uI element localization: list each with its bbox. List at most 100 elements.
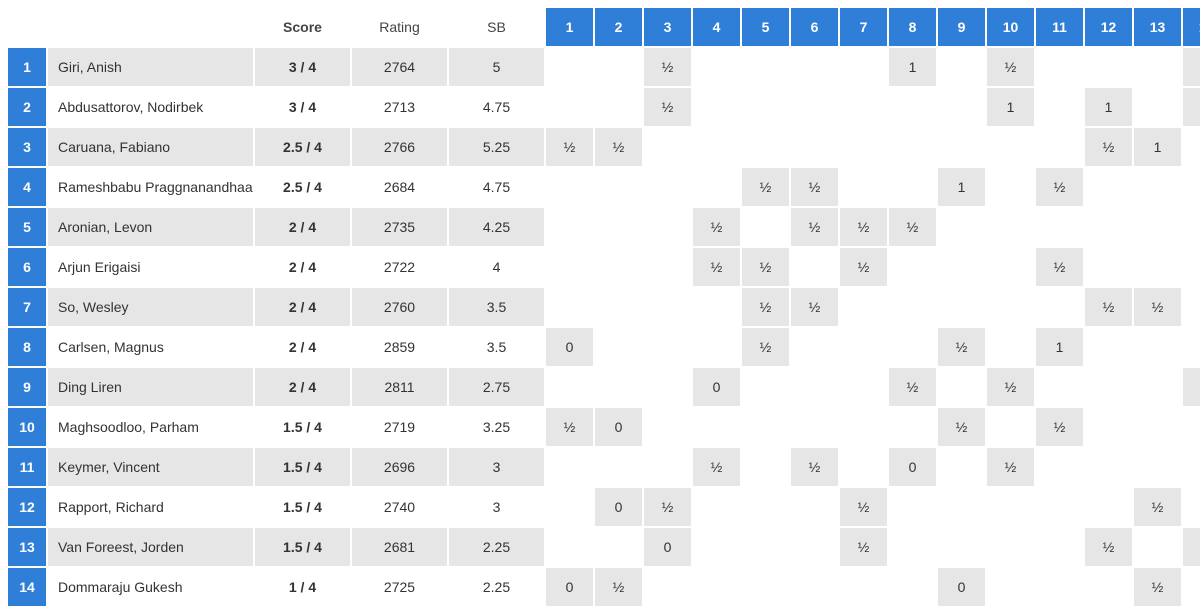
rating-cell: 2740 xyxy=(352,488,447,526)
rank-cell: 9 xyxy=(8,368,46,406)
result-cell xyxy=(889,88,936,126)
result-cell xyxy=(1183,448,1200,486)
header-round-10: 10 xyxy=(987,8,1034,46)
sb-cell: 4.25 xyxy=(449,208,544,246)
rank-cell: 8 xyxy=(8,328,46,366)
result-cell xyxy=(987,328,1034,366)
result-cell xyxy=(595,208,642,246)
result-cell: ½ xyxy=(791,168,838,206)
player-name: Carlsen, Magnus xyxy=(48,328,253,366)
result-cell xyxy=(791,328,838,366)
result-cell xyxy=(742,528,789,566)
result-cell: 0 xyxy=(546,328,593,366)
header-round-4: 4 xyxy=(693,8,740,46)
result-cell xyxy=(791,48,838,86)
result-cell xyxy=(693,168,740,206)
score-cell: 2 / 4 xyxy=(255,248,350,286)
header-round-2: 2 xyxy=(595,8,642,46)
result-cell xyxy=(987,168,1034,206)
player-name: Rapport, Richard xyxy=(48,488,253,526)
result-cell xyxy=(1085,448,1132,486)
result-cell xyxy=(1183,408,1200,446)
result-cell: ½ xyxy=(1036,408,1083,446)
result-cell xyxy=(1134,48,1181,86)
header-round-12: 12 xyxy=(1085,8,1132,46)
rank-cell: 4 xyxy=(8,168,46,206)
player-name: Maghsoodloo, Parham xyxy=(48,408,253,446)
result-cell: ½ xyxy=(791,208,838,246)
result-cell xyxy=(987,568,1034,606)
result-cell xyxy=(840,48,887,86)
result-cell: 0 xyxy=(693,368,740,406)
result-cell xyxy=(938,88,985,126)
result-cell xyxy=(1036,208,1083,246)
result-cell: ½ xyxy=(1183,88,1200,126)
result-cell: ½ xyxy=(644,488,691,526)
score-cell: 2.5 / 4 xyxy=(255,128,350,166)
result-cell: ½ xyxy=(546,408,593,446)
rating-cell: 2719 xyxy=(352,408,447,446)
result-cell xyxy=(889,128,936,166)
result-cell xyxy=(1134,408,1181,446)
header-round-11: 11 xyxy=(1036,8,1083,46)
result-cell: ½ xyxy=(595,568,642,606)
result-cell: ½ xyxy=(840,208,887,246)
score-cell: 1.5 / 4 xyxy=(255,488,350,526)
result-cell xyxy=(595,248,642,286)
result-cell xyxy=(840,168,887,206)
result-cell xyxy=(644,328,691,366)
result-cell xyxy=(938,248,985,286)
player-name: Dommaraju Gukesh xyxy=(48,568,253,606)
rank-cell: 1 xyxy=(8,48,46,86)
player-name: Ding Liren xyxy=(48,368,253,406)
result-cell xyxy=(889,288,936,326)
result-cell xyxy=(1036,448,1083,486)
sb-cell: 2.75 xyxy=(449,368,544,406)
result-cell: ½ xyxy=(840,248,887,286)
table-row: 10Maghsoodloo, Parham1.5 / 427193.25½0½½ xyxy=(8,408,1200,446)
table-row: 12Rapport, Richard1.5 / 4274030½½½ xyxy=(8,488,1200,526)
result-cell xyxy=(546,488,593,526)
result-cell xyxy=(742,408,789,446)
result-cell xyxy=(1036,128,1083,166)
result-cell xyxy=(595,448,642,486)
result-cell xyxy=(1183,568,1200,606)
result-cell: 1 xyxy=(938,168,985,206)
result-cell: 0 xyxy=(595,488,642,526)
standings-crosstable: Score Rating SB 1234567891011121314 1Gir… xyxy=(6,6,1200,608)
rating-cell: 2859 xyxy=(352,328,447,366)
result-cell xyxy=(1183,208,1200,246)
result-cell: 1 xyxy=(1036,328,1083,366)
result-cell: ½ xyxy=(1085,288,1132,326)
sb-cell: 2.25 xyxy=(449,568,544,606)
result-cell xyxy=(791,568,838,606)
result-cell: ½ xyxy=(1134,288,1181,326)
result-cell xyxy=(889,408,936,446)
rank-cell: 3 xyxy=(8,128,46,166)
table-row: 2Abdusattorov, Nodirbek3 / 427134.75½11½ xyxy=(8,88,1200,126)
result-cell xyxy=(595,288,642,326)
header-row: Score Rating SB 1234567891011121314 xyxy=(8,8,1200,46)
result-cell xyxy=(938,128,985,166)
result-cell xyxy=(1036,288,1083,326)
result-cell: ½ xyxy=(938,328,985,366)
rank-cell: 12 xyxy=(8,488,46,526)
header-blank-rank xyxy=(8,8,46,46)
result-cell: ½ xyxy=(742,168,789,206)
result-cell xyxy=(693,528,740,566)
score-cell: 2 / 4 xyxy=(255,208,350,246)
result-cell xyxy=(644,408,691,446)
header-score: Score xyxy=(255,8,350,46)
result-cell: ½ xyxy=(1085,128,1132,166)
result-cell xyxy=(595,48,642,86)
result-cell: 0 xyxy=(938,568,985,606)
score-cell: 1 / 4 xyxy=(255,568,350,606)
result-cell xyxy=(889,328,936,366)
rating-cell: 2696 xyxy=(352,448,447,486)
result-cell: ½ xyxy=(742,248,789,286)
result-cell xyxy=(1036,528,1083,566)
result-cell xyxy=(1183,328,1200,366)
result-cell xyxy=(546,368,593,406)
player-name: Aronian, Levon xyxy=(48,208,253,246)
rank-cell: 14 xyxy=(8,568,46,606)
